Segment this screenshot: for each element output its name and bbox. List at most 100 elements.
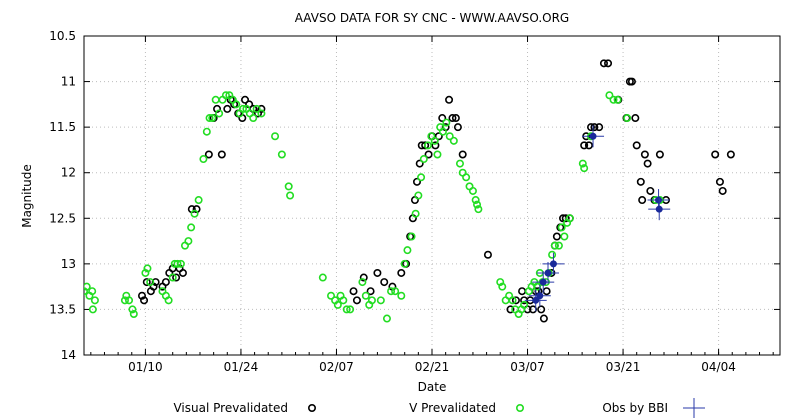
x-tick-label: 03/21 <box>606 360 641 374</box>
data-point <box>205 114 214 123</box>
data-point <box>367 296 376 305</box>
data-point <box>194 196 203 205</box>
bbi-point <box>532 296 540 304</box>
data-point <box>445 132 454 141</box>
bbi-point <box>544 269 552 277</box>
data-point <box>537 305 546 314</box>
x-tick-label: 01/24 <box>224 360 259 374</box>
data-point <box>140 296 149 305</box>
data-point <box>173 259 182 268</box>
data-point <box>339 296 348 305</box>
data-point <box>718 186 727 195</box>
series-0 <box>138 59 735 323</box>
y-tick-label: 13 <box>61 257 76 271</box>
data-point <box>142 278 151 287</box>
y-tick-label: 11 <box>61 75 76 89</box>
data-point <box>462 173 471 182</box>
data-point <box>449 136 458 145</box>
data-point <box>582 125 605 148</box>
data-point <box>417 173 426 182</box>
data-point <box>423 141 432 150</box>
data-point <box>609 95 618 104</box>
data-point <box>184 237 193 246</box>
data-point <box>84 282 91 291</box>
plot-frame <box>83 35 781 356</box>
data-point <box>468 186 477 195</box>
data-point <box>208 114 217 123</box>
data-point <box>561 214 570 223</box>
data-point <box>638 196 647 205</box>
data-point <box>520 300 529 309</box>
x-axis: 01/10 01/24 02/07 02/21 03/07 03/21 04/04 <box>90 36 774 374</box>
data-point <box>552 232 561 241</box>
data-point <box>211 95 220 104</box>
data-point <box>595 123 604 132</box>
y-tick-label: 14 <box>61 348 76 362</box>
data-point <box>204 150 213 159</box>
data-point <box>277 150 286 159</box>
data-point <box>373 268 382 277</box>
data-point <box>238 104 247 113</box>
x-tick-label: 02/21 <box>415 360 450 374</box>
data-point <box>380 278 389 287</box>
data-point <box>359 273 368 282</box>
data-point <box>202 127 211 136</box>
x-tick-label: 04/04 <box>701 360 736 374</box>
data-point <box>257 104 266 113</box>
legend-marker <box>515 403 524 412</box>
y-axis-label: Magnitude <box>20 164 34 228</box>
data-point <box>528 284 551 307</box>
legend: Visual Prevalidated V Prevalidated Obs by … <box>173 398 705 418</box>
data-point <box>578 159 587 168</box>
data-point <box>349 287 358 296</box>
data-point <box>498 282 507 291</box>
data-point <box>146 278 155 287</box>
data-point <box>554 241 563 250</box>
data-point <box>438 127 447 136</box>
data-point <box>129 309 138 318</box>
data-point <box>271 132 280 141</box>
data-point <box>496 278 505 287</box>
data-point <box>213 104 222 113</box>
data-point <box>286 191 295 200</box>
data-point <box>646 186 655 195</box>
data-point <box>397 268 406 277</box>
data-point <box>419 155 428 164</box>
data-point <box>474 205 483 214</box>
data-point <box>161 278 170 287</box>
data-point <box>542 287 551 296</box>
data-point <box>327 291 336 300</box>
data-point <box>511 296 520 305</box>
grid <box>84 35 780 356</box>
data-point <box>438 114 447 123</box>
data-point <box>284 182 293 191</box>
data-point <box>623 114 632 123</box>
data-point <box>176 259 185 268</box>
data-point <box>565 214 574 223</box>
bbi-point <box>536 292 544 300</box>
data-point <box>458 150 467 159</box>
bbi-point <box>655 196 663 204</box>
legend-label: V Prevalidated <box>409 401 496 415</box>
data-point <box>631 114 640 123</box>
data-point <box>318 273 327 282</box>
y-tick-label: 11.5 <box>49 120 76 134</box>
data-point <box>382 314 391 323</box>
x-axis-label: Date <box>418 380 447 394</box>
data-point <box>636 177 645 186</box>
y-tick-label: 12.5 <box>49 211 76 225</box>
data-point <box>168 273 177 282</box>
data-point <box>726 150 735 159</box>
data-point <box>560 232 569 241</box>
data-point <box>627 77 636 86</box>
data-point <box>400 259 409 268</box>
y-tick-label: 13.5 <box>49 302 76 316</box>
data-point <box>151 278 160 287</box>
data-point <box>217 150 226 159</box>
data-point <box>366 287 375 296</box>
data-point <box>643 159 652 168</box>
y-tick-label: 10.5 <box>49 29 76 43</box>
data-point <box>407 232 416 241</box>
data-point <box>433 150 442 159</box>
data-point <box>346 305 355 314</box>
